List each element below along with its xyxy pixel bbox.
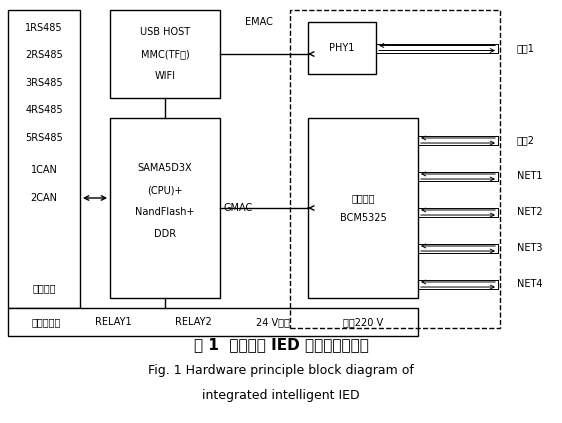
Text: USB HOST: USB HOST (140, 27, 190, 37)
Text: 信号及电源: 信号及电源 (31, 317, 61, 327)
Text: 4RS485: 4RS485 (25, 105, 63, 115)
Text: BCM5325: BCM5325 (339, 213, 387, 223)
Text: Fig. 1 Hardware principle block diagram of: Fig. 1 Hardware principle block diagram … (148, 363, 414, 376)
Text: NandFlash+: NandFlash+ (135, 207, 195, 217)
Text: SAMA5D3X: SAMA5D3X (138, 163, 192, 173)
Text: MMC(TF卡): MMC(TF卡) (140, 49, 189, 59)
Text: NET2: NET2 (517, 207, 543, 217)
Text: 5RS485: 5RS485 (25, 133, 63, 143)
Text: 电源220 V: 电源220 V (343, 317, 383, 327)
Text: integrated intelligent IED: integrated intelligent IED (202, 388, 360, 401)
Text: NET3: NET3 (517, 243, 542, 253)
Text: NET4: NET4 (517, 279, 542, 289)
Text: 24 V输出: 24 V输出 (256, 317, 290, 327)
Bar (290, 10, 500, 328)
Text: GMAC: GMAC (223, 203, 253, 213)
Bar (110, 118, 220, 298)
Text: 光口1: 光口1 (517, 43, 535, 53)
Text: 通信接口: 通信接口 (32, 283, 56, 293)
Text: EMAC: EMAC (245, 17, 273, 27)
Text: RELAY1: RELAY1 (94, 317, 132, 327)
Text: 3RS485: 3RS485 (25, 78, 63, 88)
Text: DDR: DDR (154, 229, 176, 239)
Text: 2RS485: 2RS485 (25, 50, 63, 60)
Text: 光口2: 光口2 (517, 135, 535, 145)
Bar (8, 10, 80, 308)
Text: 1CAN: 1CAN (30, 165, 57, 175)
Bar (308, 118, 418, 298)
Text: RELAY2: RELAY2 (175, 317, 211, 327)
Text: 2CAN: 2CAN (30, 193, 57, 203)
Text: PHY1: PHY1 (329, 43, 355, 53)
Text: (CPU)+: (CPU)+ (147, 185, 183, 195)
Text: NET1: NET1 (517, 171, 542, 181)
Bar (308, 22, 376, 74)
Bar (8, 308, 418, 336)
Text: 1RS485: 1RS485 (25, 23, 63, 33)
Text: 图 1  整合型主 IED 的硬件原理框图: 图 1 整合型主 IED 的硬件原理框图 (193, 338, 369, 352)
Text: 交换芯片: 交换芯片 (351, 193, 375, 203)
Bar (110, 10, 220, 98)
Text: WIFI: WIFI (155, 71, 175, 81)
